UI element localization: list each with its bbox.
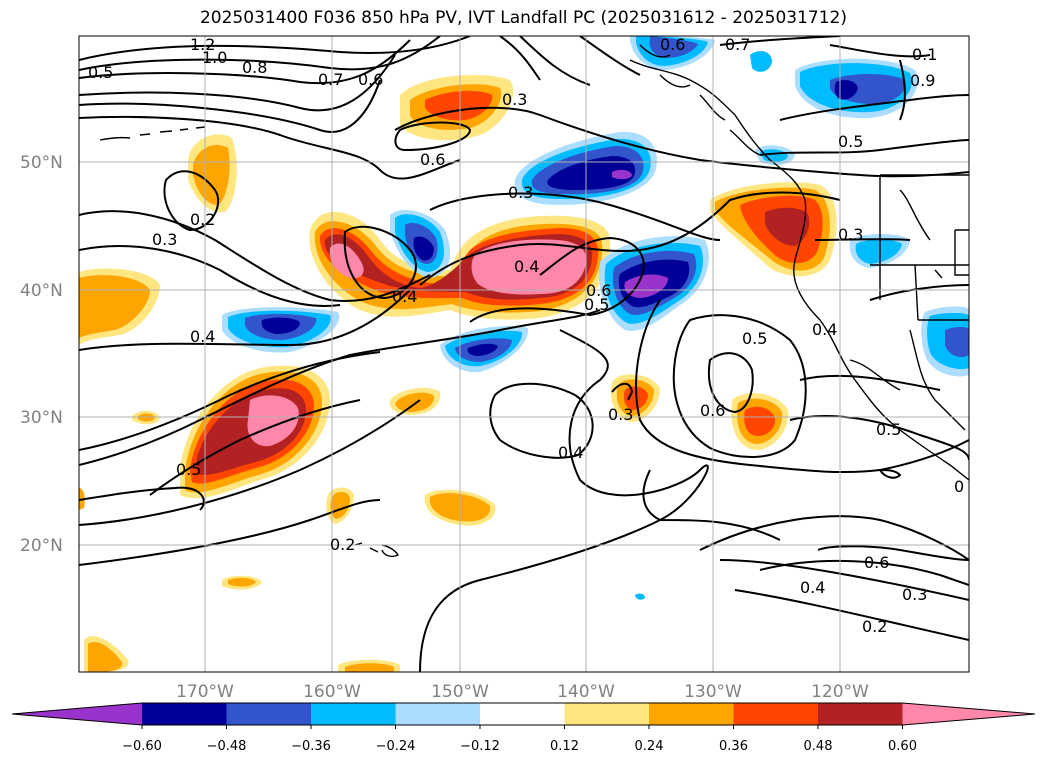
contour-label: 0.5 — [176, 460, 201, 479]
contour-label: 0.4 — [514, 257, 539, 276]
colorbar-segment — [226, 703, 312, 725]
contour-label: 0.4 — [392, 287, 417, 306]
contour-label: 0.6 — [700, 401, 725, 420]
colorbar-tick-label: −0.60 — [122, 739, 162, 754]
contour-label: 0.9 — [910, 71, 935, 90]
contour-label: 0.2 — [862, 617, 887, 636]
lat-label-20n: 20°N — [20, 536, 63, 556]
contour-label: 0.6 — [586, 281, 611, 300]
lon-labels: 170°W 160°W 150°W 140°W 130°W 120°W — [176, 682, 869, 702]
contour-label: 0.4 — [190, 327, 215, 346]
lat-label-30n: 30°N — [20, 408, 63, 428]
shading-layer — [79, 36, 969, 672]
contour-label: 0.7 — [318, 70, 343, 89]
contour-label: 0.6 — [864, 553, 889, 572]
lon-label-130w: 130°W — [684, 682, 742, 702]
contour-label: 0.4 — [558, 443, 583, 462]
contour-label: 0.4 — [800, 578, 825, 597]
contour-label: 0.5 — [838, 132, 863, 151]
colorbar: −0.60 −0.48 −0.36 −0.24 −0.12 0.12 0.24 0.36 0.4… — [11, 702, 1036, 754]
contour-label: 0.3 — [502, 90, 527, 109]
colorbar-segment — [818, 703, 903, 725]
lon-label-140w: 140°W — [557, 682, 615, 702]
colorbar-tick-label: −0.24 — [376, 739, 416, 754]
colorbar-segment — [395, 703, 481, 725]
colorbar-segment — [480, 703, 565, 725]
colorbar-tick-label: 0.24 — [635, 739, 664, 754]
contour-label: 0.8 — [242, 58, 267, 77]
contour-label: 0.3 — [608, 405, 633, 424]
contour-label: 0.2 — [190, 210, 215, 229]
figure-title: 2025031400 F036 850 hPa PV, IVT Landfall… — [199, 8, 847, 28]
contour-label: 0.6 — [660, 35, 685, 54]
lon-label-120w: 120°W — [811, 682, 869, 702]
map-border — [78, 35, 970, 673]
contour-label: 0.3 — [152, 230, 177, 249]
contour-label: 0.3 — [508, 183, 533, 202]
colorbar-tick-label: 0.60 — [888, 739, 917, 754]
contour-label: 0.5 — [88, 63, 113, 82]
colorbar-segment — [311, 703, 396, 725]
colorbar-segment — [564, 703, 650, 725]
contour-label: 0.3 — [838, 225, 863, 244]
colorbar-segment — [649, 703, 734, 725]
colorbar-extend-min — [12, 703, 142, 725]
contour-label: 0.1 — [912, 45, 937, 64]
colorbar-tick-label: −0.48 — [207, 739, 247, 754]
contour-label: 0.5 — [742, 329, 767, 348]
contour-label: 0.5 — [584, 295, 609, 314]
contour-label: 0 — [954, 477, 964, 496]
contour-label: 0.6 — [420, 150, 445, 169]
colorbar-segment — [142, 703, 227, 725]
lat-label-50n: 50°N — [20, 153, 63, 173]
contour-layer — [79, 36, 969, 672]
lon-label-150w: 150°W — [431, 682, 489, 702]
contour-label: 0.3 — [902, 585, 927, 604]
map-layer: 1.2 1.0 0.8 0.5 0.7 0.6 0.6 0.3 0.6 0.7 … — [79, 35, 969, 672]
colorbar-tick-label: 0.12 — [550, 739, 579, 754]
contour-label: 1.2 — [190, 35, 215, 54]
contour-label: 0.5 — [876, 420, 901, 439]
contour-labels: 1.2 1.0 0.8 0.5 0.7 0.6 0.6 0.3 0.6 0.7 … — [88, 35, 964, 636]
colorbar-extend-max — [902, 703, 1035, 725]
gridlines — [79, 36, 969, 672]
colorbar-tick-label: −0.12 — [460, 739, 500, 754]
lat-label-40n: 40°N — [20, 281, 63, 301]
lat-labels: 50°N 40°N 30°N 20°N — [20, 153, 63, 556]
map-area — [79, 36, 969, 672]
contour-label: 0.2 — [330, 535, 355, 554]
colorbar-segment — [733, 703, 819, 725]
lon-label-170w: 170°W — [176, 682, 234, 702]
contour-label: 1.0 — [202, 48, 227, 67]
contour-label: 0.4 — [812, 320, 837, 339]
lon-label-160w: 160°W — [303, 682, 361, 702]
colorbar-tick-label: 0.36 — [719, 739, 748, 754]
colorbar-tick-label: 0.48 — [804, 739, 833, 754]
contour-label: 0.7 — [725, 35, 750, 54]
contour-label: 0.6 — [358, 70, 383, 89]
colorbar-tick-label: −0.36 — [291, 739, 331, 754]
